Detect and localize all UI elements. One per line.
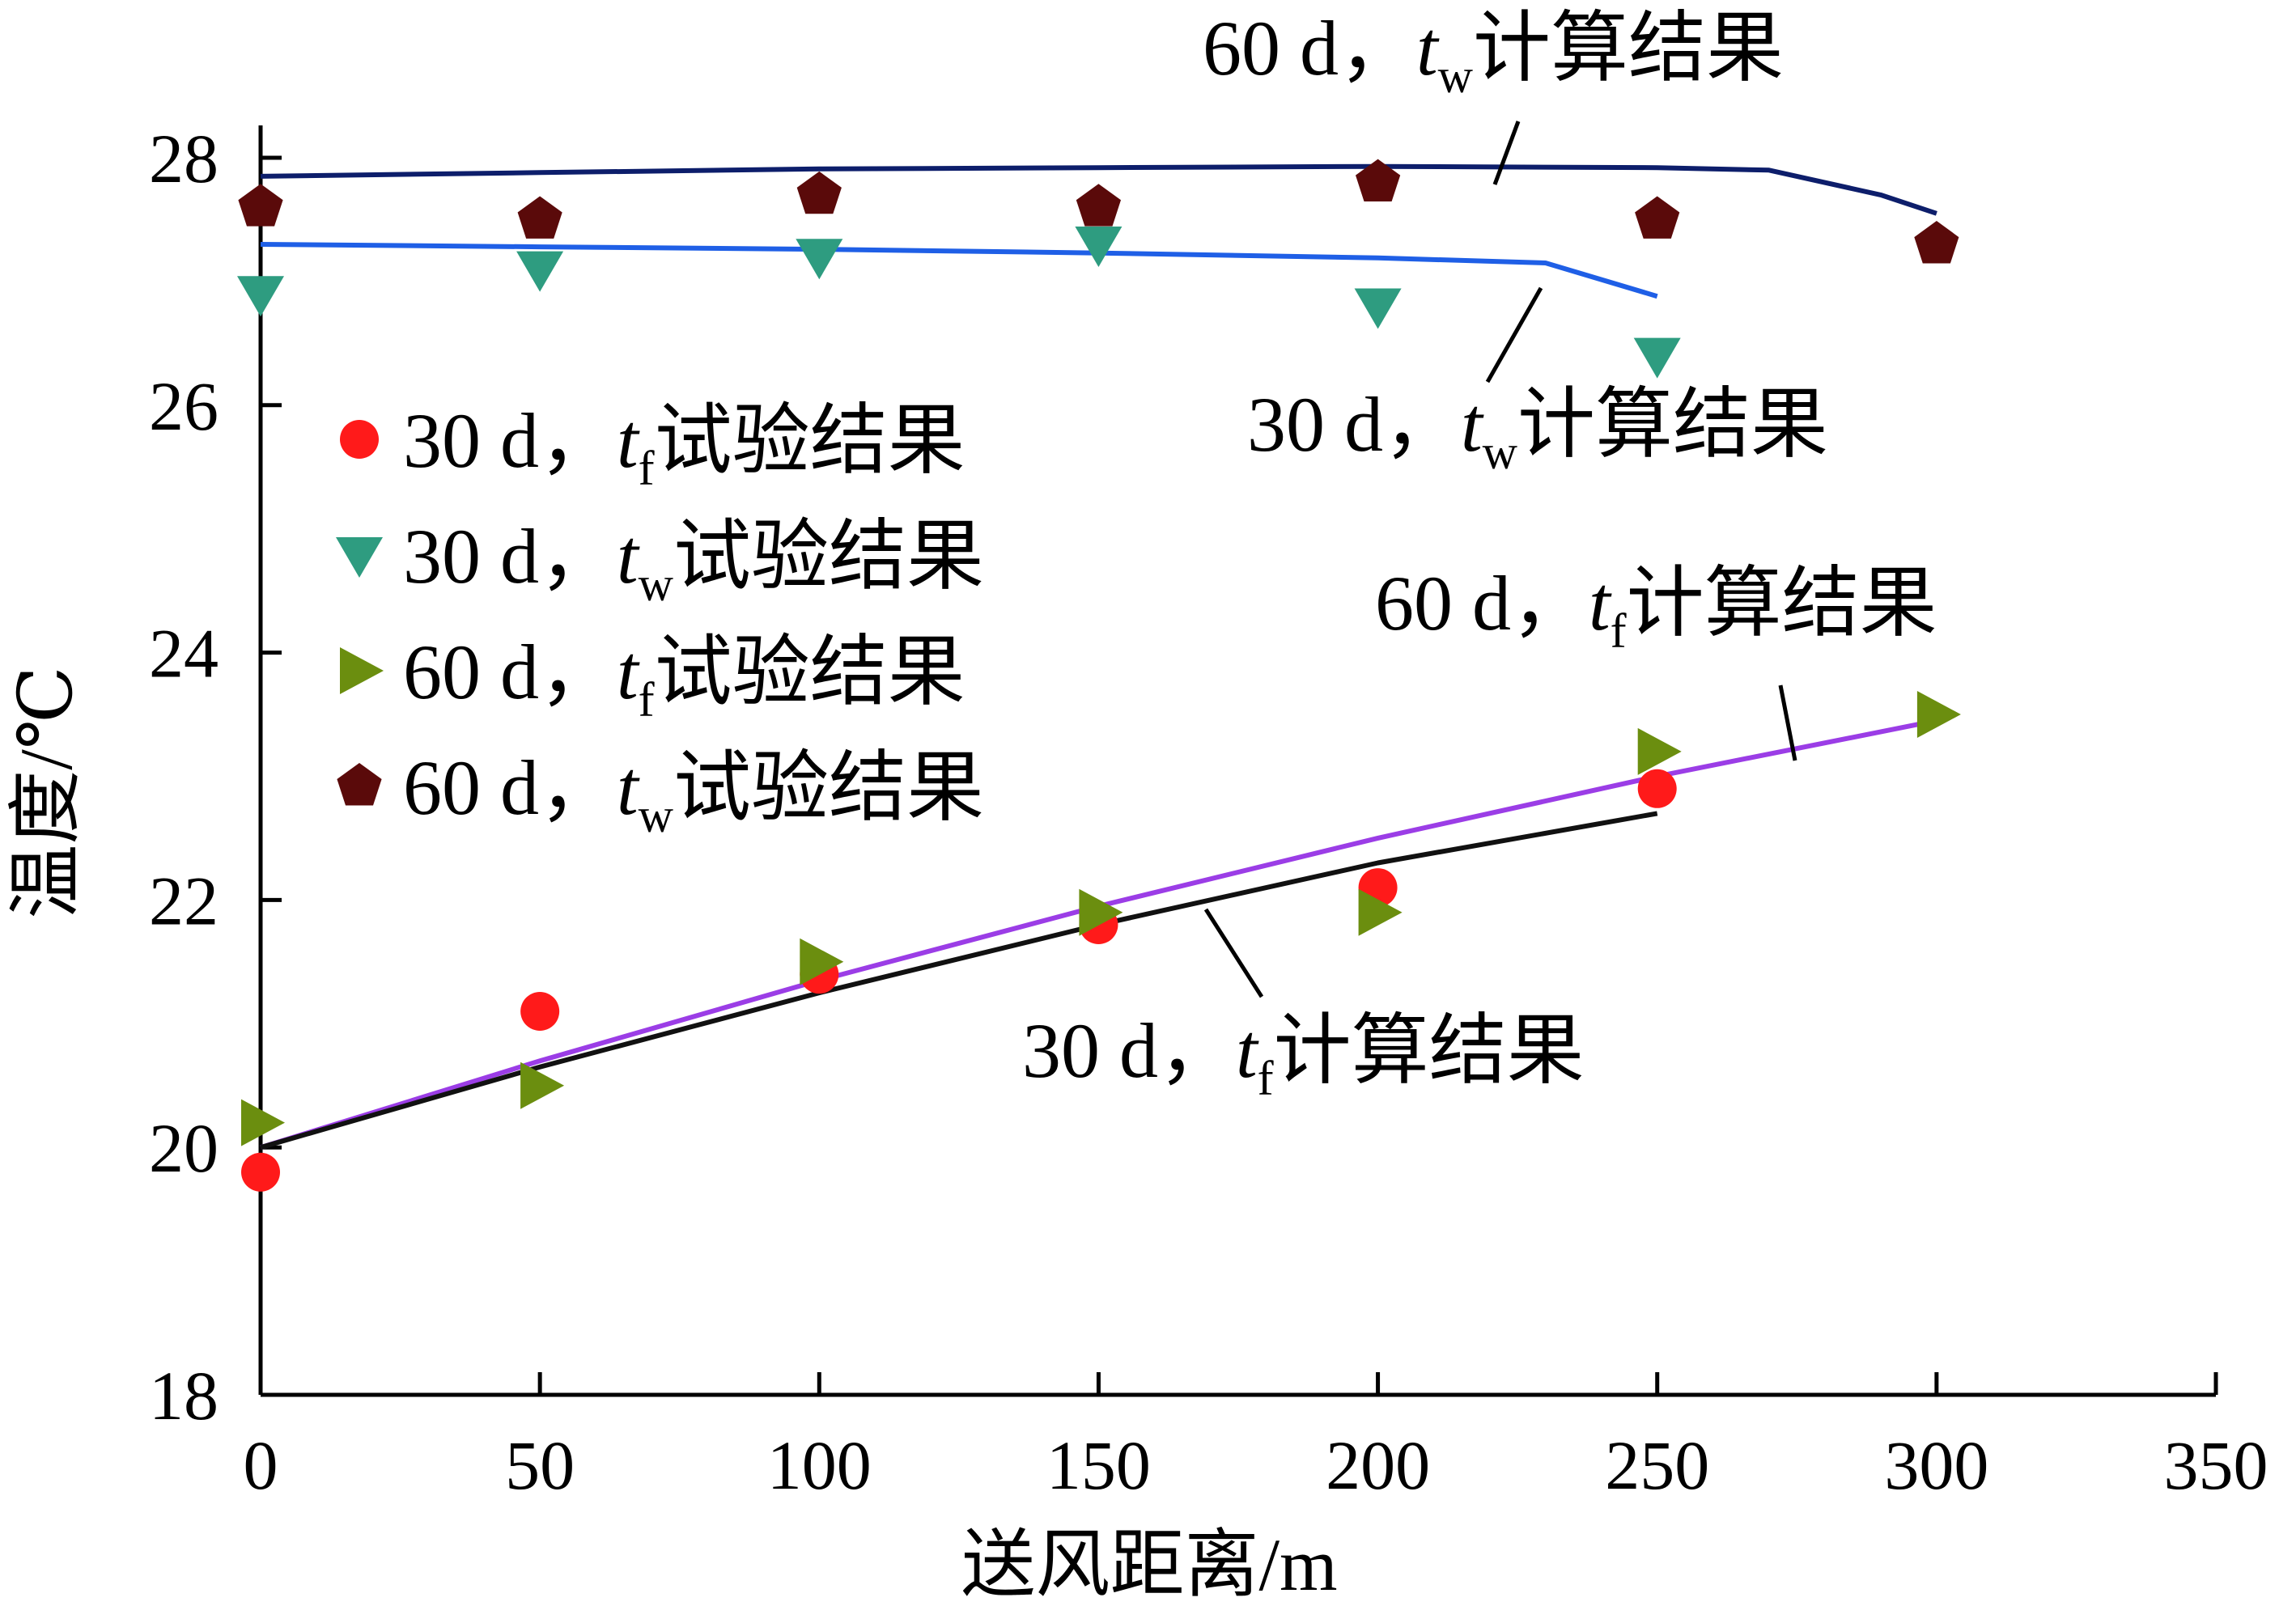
x-tick-label: 350: [2164, 1426, 2268, 1504]
series-point: [1916, 691, 1961, 738]
series-point: [1914, 221, 1959, 264]
annotation-label-sub: w: [1438, 49, 1474, 103]
annotation-label-prefix: 60 d，: [1375, 560, 1589, 646]
annotation-label-sub: f: [1611, 604, 1627, 658]
annotation-label-var: t: [1416, 5, 1440, 91]
x-tick-label: 300: [1884, 1426, 1988, 1504]
legend-label: 60 d，tf试验结果: [403, 629, 966, 727]
annotation-label-var: t: [1461, 381, 1484, 468]
annotation-label-prefix: 30 d，: [1022, 1007, 1236, 1094]
annotation-label-prefix: 30 d，: [1247, 381, 1461, 468]
annotation-label-sub: f: [1258, 1052, 1274, 1105]
series-point: [241, 1099, 285, 1146]
series-point: [516, 251, 564, 292]
series-point: [1076, 184, 1121, 227]
series-line: [260, 242, 1658, 299]
legend-label-suffix: 试验结果: [673, 744, 984, 831]
series-point: [800, 938, 844, 985]
series-point: [1635, 196, 1680, 239]
legend-label-prefix: 60 d，: [403, 629, 617, 715]
annotation-label: 30 d，tw计算结果: [1247, 381, 1828, 479]
x-tick-label: 100: [767, 1426, 872, 1504]
legend-label-prefix: 60 d，: [403, 744, 617, 831]
legend-label: 30 d，tf试验结果: [403, 397, 966, 495]
y-tick-label: 24: [149, 615, 219, 693]
annotation-label-var: t: [1589, 560, 1612, 646]
legend-label: 30 d，tw试验结果: [403, 513, 984, 611]
annotation-label: 60 d，tf计算结果: [1375, 560, 1937, 658]
series-point: [1358, 888, 1403, 936]
series-point: [520, 1061, 565, 1109]
legend-label-sub: f: [639, 673, 655, 727]
legend-label: 60 d，tw试验结果: [403, 744, 984, 842]
legend-label-var: t: [617, 629, 640, 715]
legend-label-suffix: 试验结果: [655, 629, 966, 715]
series-line: [260, 811, 1658, 1150]
x-tick-label: 0: [244, 1426, 278, 1504]
series-point: [241, 1152, 280, 1192]
legend-label-var: t: [617, 744, 640, 831]
legend-marker: [336, 537, 383, 578]
legend-label-var: t: [617, 513, 640, 600]
series-point: [796, 239, 843, 280]
x-tick-label: 50: [505, 1426, 575, 1504]
annotation-leader: [1485, 286, 1543, 383]
y-tick-label: 20: [149, 1109, 219, 1187]
legend-label-prefix: 30 d，: [403, 513, 617, 600]
series-point: [1637, 727, 1682, 775]
x-axis-title: 送风距离/m: [961, 1523, 1337, 1606]
legend-marker: [337, 763, 382, 806]
scatter-series: [237, 159, 1961, 1192]
series-point: [796, 171, 842, 214]
legend-label-suffix: 试验结果: [673, 513, 984, 600]
axes: 0 50 100 150 200 250 300 350 18 20 22 24 26 28 送风距离/m 温…: [5, 120, 2268, 1606]
annotation-label-suffix: 计算结果: [1627, 560, 1937, 646]
series-point: [520, 992, 560, 1032]
annotation-label-var: t: [1236, 1007, 1259, 1094]
series-point: [1079, 888, 1123, 936]
legend-label-var: t: [617, 397, 640, 484]
annotation-label-suffix: 计算结果: [1473, 5, 1784, 91]
legend-label-sub: f: [639, 442, 655, 495]
annotation-leader: [1203, 908, 1264, 998]
series-point: [1633, 337, 1681, 379]
x-tick-label: 200: [1326, 1426, 1430, 1504]
legend-marker: [340, 420, 379, 459]
legend-label-sub: w: [639, 789, 674, 842]
series-point: [1354, 288, 1402, 329]
series-point: [238, 184, 283, 227]
y-tick-label: 28: [149, 120, 219, 197]
legend-label-suffix: 试验结果: [655, 397, 966, 484]
y-tick-label: 18: [149, 1357, 219, 1434]
annotation-label-suffix: 计算结果: [1274, 1007, 1585, 1094]
series-point: [1356, 159, 1401, 201]
legend-label-sub: w: [639, 557, 674, 611]
annotation-label-suffix: 计算结果: [1517, 381, 1828, 468]
annotation-label: 60 d，tw计算结果: [1203, 5, 1784, 103]
series-point: [1637, 769, 1677, 808]
y-tick-label: 26: [149, 367, 219, 445]
annotation-label-sub: w: [1483, 426, 1518, 479]
annotation-leader: [1778, 684, 1797, 761]
x-tick-label: 250: [1605, 1426, 1709, 1504]
legend-marker: [340, 647, 384, 694]
series-point: [517, 196, 562, 239]
annotation-label: 30 d，tf计算结果: [1022, 1007, 1585, 1105]
legend-label-prefix: 30 d，: [403, 397, 617, 484]
y-axis-title: 温度/℃: [5, 666, 87, 918]
series-point: [1075, 227, 1123, 267]
annotation-leader: [1492, 121, 1521, 185]
annotation-label-prefix: 60 d，: [1203, 5, 1416, 91]
y-tick-label: 22: [149, 862, 219, 939]
x-tick-label: 150: [1046, 1426, 1151, 1504]
series-point: [237, 276, 284, 317]
